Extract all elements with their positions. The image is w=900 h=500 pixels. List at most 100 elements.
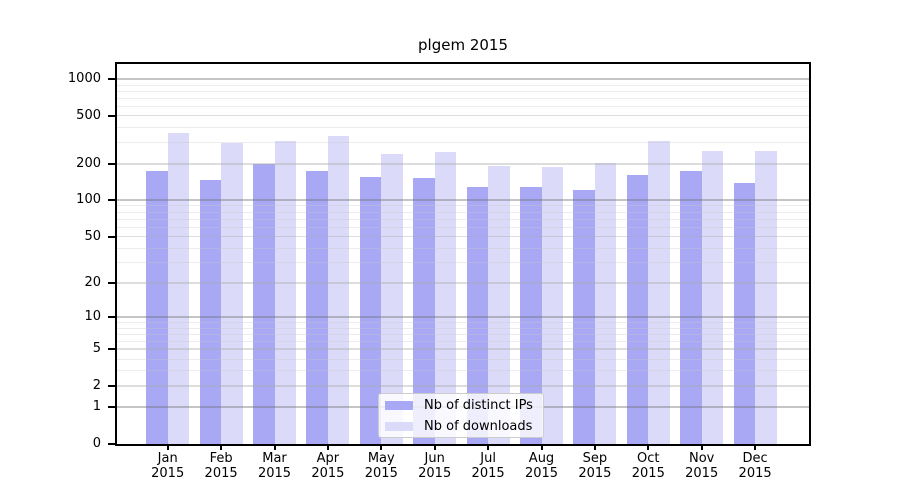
y-gridline-minor xyxy=(117,333,809,335)
x-tick-month: Jul xyxy=(480,451,496,466)
bar-distinct-ips xyxy=(626,174,649,444)
x-tick-mark xyxy=(220,446,223,450)
y-tick-label: 1 xyxy=(92,399,101,415)
y-gridline-minor xyxy=(117,340,809,342)
y-tick-mark xyxy=(108,406,115,409)
bar-distinct-ips xyxy=(253,164,275,444)
x-tick-month: Sep xyxy=(582,451,608,466)
y-tick-mark xyxy=(108,78,115,81)
bar-distinct-ips xyxy=(573,189,595,444)
x-tick-month: Apr xyxy=(316,451,340,466)
y-tick-mark xyxy=(108,316,115,319)
bar-downloads xyxy=(594,162,617,444)
legend-label-downloads: Nb of downloads xyxy=(424,418,533,434)
y-gridline-minor xyxy=(117,97,809,99)
x-tick-mark xyxy=(273,446,276,450)
bar-downloads xyxy=(701,151,724,444)
x-tick-month: Feb xyxy=(209,451,233,466)
y-tick-label: 5 xyxy=(92,341,101,357)
x-tick-month: Nov xyxy=(689,451,715,466)
x-tick-label: Jul 2015 xyxy=(461,451,515,481)
x-tick-label: May 2015 xyxy=(354,451,408,481)
x-tick-mark xyxy=(487,446,490,450)
x-tick-year: 2015 xyxy=(631,466,665,481)
x-tick-month: Dec xyxy=(742,451,768,466)
x-tick-year: 2015 xyxy=(524,466,559,481)
y-tick-mark xyxy=(108,348,115,351)
y-tick-mark xyxy=(108,235,115,238)
y-tick-label: 0 xyxy=(92,436,101,451)
x-tick-label: Jan 2015 xyxy=(141,451,195,481)
x-tick-label: Aug 2015 xyxy=(515,451,569,481)
y-gridline-minor xyxy=(117,127,809,129)
bar-downloads xyxy=(541,167,563,444)
y-gridline xyxy=(117,385,809,387)
bar-downloads xyxy=(434,151,457,444)
y-gridline-minor xyxy=(117,247,809,249)
x-tick-year: 2015 xyxy=(418,466,452,481)
bar-downloads xyxy=(381,153,403,444)
plot-area xyxy=(115,62,811,446)
y-tick-label: 50 xyxy=(84,228,101,244)
bar-distinct-ips xyxy=(520,186,542,444)
bar-distinct-ips xyxy=(733,183,756,444)
bar-distinct-ips xyxy=(146,171,168,444)
y-tick-label: 10 xyxy=(84,309,101,325)
y-tick-label: 2 xyxy=(92,378,101,394)
y-tick-label: 100 xyxy=(76,192,101,208)
x-tick-year: 2015 xyxy=(471,466,505,481)
x-tick-mark xyxy=(647,446,650,450)
bar-distinct-ips xyxy=(466,187,489,444)
x-tick-label: Sep 2015 xyxy=(568,451,622,481)
x-tick-label: Nov 2015 xyxy=(675,451,729,481)
y-gridline xyxy=(117,163,809,165)
x-tick-label: Jun 2015 xyxy=(408,451,462,481)
y-tick-mark xyxy=(108,443,115,445)
y-tick-mark xyxy=(108,114,115,117)
y-gridline-minor xyxy=(117,322,809,323)
x-tick-year: 2015 xyxy=(578,466,612,481)
x-tick-mark xyxy=(380,446,383,450)
x-tick-year: 2015 xyxy=(151,466,185,481)
y-gridline-minor xyxy=(117,205,809,207)
bar-downloads xyxy=(274,141,296,444)
x-tick-mark xyxy=(166,446,169,450)
chart-title: plgem 2015 xyxy=(418,36,508,54)
x-tick-year: 2015 xyxy=(257,466,292,481)
x-tick-label: Dec 2015 xyxy=(728,451,782,481)
y-gridline-minor xyxy=(117,226,809,228)
y-gridline-minor xyxy=(117,211,809,213)
legend-item-downloads: Nb of downloads xyxy=(385,417,543,435)
y-tick-mark xyxy=(108,282,115,285)
y-tick-label: 1000 xyxy=(67,71,101,87)
x-tick-month: Jun xyxy=(424,451,445,466)
y-gridline xyxy=(117,282,809,284)
x-tick-year: 2015 xyxy=(311,466,345,481)
y-gridline xyxy=(117,114,809,117)
x-tick-year: 2015 xyxy=(364,466,398,481)
y-tick-mark xyxy=(108,199,115,202)
bar-distinct-ips xyxy=(680,171,702,444)
y-gridline-major xyxy=(117,199,809,202)
x-tick-month: May xyxy=(367,451,395,466)
bar-distinct-ips xyxy=(413,178,435,444)
bar-downloads xyxy=(327,135,350,444)
x-tick-mark xyxy=(326,446,329,450)
y-tick-label: 20 xyxy=(84,275,101,291)
bar-downloads xyxy=(755,150,777,444)
legend-label-distinct-ips: Nb of distinct IPs xyxy=(424,397,533,413)
x-tick-mark xyxy=(754,446,757,450)
y-gridline-minor xyxy=(117,142,809,144)
y-gridline-minor xyxy=(117,358,809,360)
legend-swatch-distinct-ips xyxy=(385,400,413,410)
x-tick-mark xyxy=(433,446,436,450)
y-gridline-minor xyxy=(117,90,809,92)
y-gridline-major xyxy=(117,316,809,319)
legend-swatch-downloads xyxy=(385,421,413,431)
x-tick-month: Mar xyxy=(262,451,287,466)
y-gridline-minor xyxy=(117,84,809,86)
y-tick-label: 500 xyxy=(76,107,101,123)
x-tick-mark xyxy=(540,446,543,450)
bar-distinct-ips xyxy=(199,179,222,444)
